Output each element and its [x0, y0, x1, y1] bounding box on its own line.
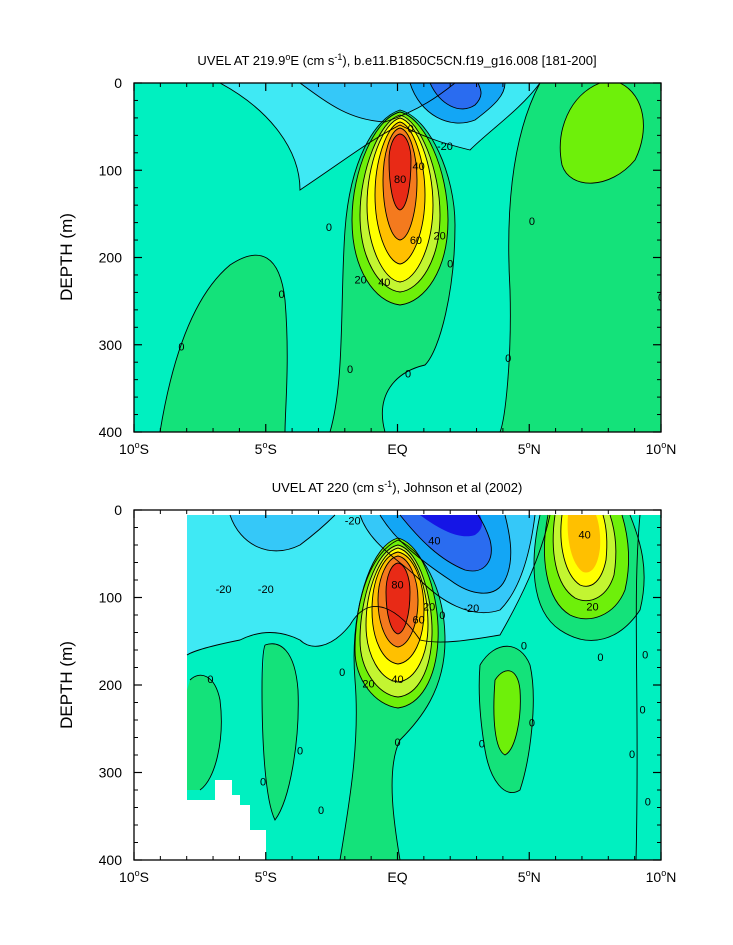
- contour-label: 20: [354, 274, 366, 286]
- contour-label: 20: [423, 601, 435, 613]
- y-tick-label: 400: [99, 852, 123, 868]
- x-tick-label: 10oN: [646, 440, 677, 457]
- contour-label: 0: [394, 737, 400, 749]
- y-tick-label: 200: [99, 677, 123, 693]
- contour-label: 0: [529, 718, 535, 730]
- contour-label: 0: [339, 667, 345, 679]
- contour-label: 60: [412, 614, 424, 626]
- contour-label: -20: [216, 584, 232, 596]
- contour-label: 0: [529, 216, 535, 228]
- contour-label: 0: [447, 259, 453, 271]
- x-tick-label: 10oN: [646, 868, 677, 885]
- contour-label: 0: [521, 641, 527, 653]
- panel-bottom: UVEL AT 220 (cm s-1), Johnson et al (200…: [57, 479, 676, 885]
- contour-label: 0: [479, 739, 485, 751]
- contour-label: 0: [505, 353, 511, 365]
- x-tick-label: 5oS: [255, 440, 277, 457]
- x-tick-label: 5oN: [518, 868, 541, 885]
- contour-label: -20: [463, 603, 479, 615]
- contour-label: 0: [439, 610, 445, 622]
- y-tick-label: 0: [114, 502, 122, 518]
- contour-label: 0: [658, 292, 664, 304]
- ylabel-bottom: DEPTH (m): [57, 641, 76, 729]
- contour-label: 0: [642, 649, 648, 661]
- contour-label: 0: [207, 674, 213, 686]
- title-top: UVEL AT 219.9oE (cm s-1), b.e11.B1850C5C…: [197, 52, 596, 68]
- contour-label: 0: [405, 369, 411, 381]
- contour-label: -20: [437, 141, 453, 153]
- contour-label: 0: [347, 364, 353, 376]
- contour-label: 40: [428, 536, 440, 548]
- contour-label: -20: [258, 584, 274, 596]
- contour-label: 0: [278, 289, 284, 301]
- contour-field-top: 0 -20 80 40 0 20 60 0 0 20 40 0 0 0 0 0 0: [134, 83, 664, 432]
- contour-label: 80: [394, 174, 406, 186]
- contour-label: 40: [391, 674, 403, 686]
- x-tick-label: 5oS: [255, 868, 277, 885]
- contour-label: 20: [434, 231, 446, 243]
- y-tick-label: 400: [99, 424, 123, 440]
- title-bottom: UVEL AT 220 (cm s-1), Johnson et al (200…: [272, 479, 523, 495]
- contour-label: 40: [378, 277, 390, 289]
- y-tick-label: 300: [99, 765, 123, 781]
- y-tick-label: 100: [99, 162, 123, 178]
- y-tick-label: 100: [99, 590, 123, 606]
- contour-label: 80: [391, 579, 403, 591]
- contour-label: 0: [178, 341, 184, 353]
- contour-label: 0: [408, 123, 414, 135]
- y-tick-label: 0: [114, 75, 122, 91]
- x-tick-label: 5oN: [518, 440, 541, 457]
- contour-label: 40: [578, 530, 590, 542]
- contour-label: 0: [318, 805, 324, 817]
- panel-top: UVEL AT 219.9oE (cm s-1), b.e11.B1850C5C…: [57, 52, 676, 457]
- x-tick-label: 10oS: [119, 868, 149, 885]
- contour-label: -20: [345, 516, 361, 528]
- y-tick-label: 200: [99, 250, 123, 266]
- contour-label: 20: [362, 678, 374, 690]
- x-tick-label: EQ: [387, 869, 407, 885]
- contour-label: 0: [260, 776, 266, 788]
- contour-label: 0: [645, 796, 651, 808]
- contour-label: 40: [412, 161, 424, 173]
- contour-label: 0: [629, 749, 635, 761]
- x-tick-label: EQ: [387, 441, 407, 457]
- y-tick-label: 300: [99, 337, 123, 353]
- contour-label: 0: [326, 222, 332, 234]
- contour-label: 20: [586, 601, 598, 613]
- contour-label: 0: [297, 746, 303, 758]
- contour-label: 60: [410, 235, 422, 247]
- contour-label: 0: [639, 705, 645, 717]
- ylabel-top: DEPTH (m): [57, 213, 76, 301]
- contour-label: 0: [597, 652, 603, 664]
- x-tick-label: 10oS: [119, 440, 149, 457]
